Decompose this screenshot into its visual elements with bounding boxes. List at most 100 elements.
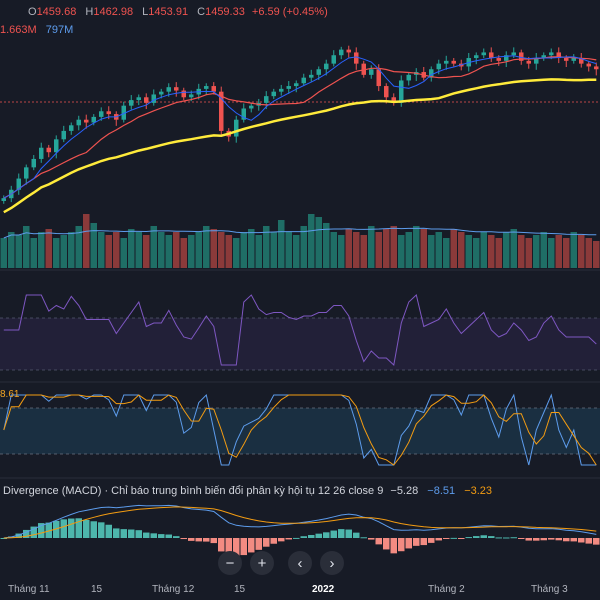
candle-body — [46, 147, 51, 153]
volume-bar — [113, 232, 120, 268]
candle-body — [579, 58, 584, 64]
volume-bar — [23, 226, 30, 268]
candle-body — [294, 83, 299, 87]
histogram-bar — [473, 536, 480, 538]
volume-bar — [323, 223, 330, 268]
signal-line — [3, 506, 597, 539]
histogram-bar — [285, 538, 292, 540]
volume-bar — [563, 238, 570, 268]
histogram-bar — [15, 533, 22, 538]
tick-label: 2022 — [312, 584, 335, 595]
histogram-bar — [555, 538, 562, 541]
volume-bar — [308, 214, 315, 268]
histogram-bar — [360, 537, 367, 539]
histogram-bar — [368, 538, 375, 540]
candle-body — [451, 60, 456, 64]
volume-bar — [210, 229, 217, 268]
histogram-bar — [405, 538, 412, 549]
volume-bar — [188, 235, 195, 268]
histogram-bar — [83, 519, 90, 538]
candle-body — [166, 87, 171, 92]
candle-body — [91, 116, 96, 123]
histogram-bar — [188, 538, 195, 541]
volume-bar — [158, 232, 165, 268]
open-label: O — [28, 6, 37, 18]
volume-bar — [83, 214, 90, 268]
candle-body — [339, 49, 344, 56]
candle-body — [219, 91, 224, 131]
histogram-bar — [210, 538, 217, 544]
volume-bar — [450, 229, 457, 268]
candle-body — [384, 86, 389, 98]
histogram-bar — [510, 537, 517, 539]
volume-bar — [203, 226, 210, 268]
volume-bar — [180, 238, 187, 268]
volume-bar — [570, 232, 577, 268]
volume-bar — [360, 235, 367, 268]
histogram-bar — [390, 538, 397, 554]
histogram-bar — [578, 538, 585, 543]
volume-bar — [353, 232, 360, 268]
candle-body — [39, 147, 44, 159]
histogram-bar — [443, 538, 450, 539]
histogram-bar — [180, 538, 187, 540]
histogram-bar — [23, 529, 30, 538]
volume-bar — [413, 226, 420, 268]
volume-bar — [458, 232, 465, 268]
volume-bar — [465, 235, 472, 268]
candle-body — [1, 198, 6, 201]
volume-bar — [225, 235, 232, 268]
candle-body — [481, 52, 486, 56]
macd-value: −5.28 — [390, 485, 419, 497]
volume-bar — [390, 226, 397, 268]
histogram-bar — [225, 538, 232, 558]
scroll-left-button[interactable]: ‹ — [288, 551, 312, 575]
time-axis[interactable]: Tháng 11 15 Tháng 12 15 2022 Tháng 2 Thá… — [0, 584, 600, 600]
low-label: L — [142, 6, 149, 18]
candle-body — [346, 49, 351, 53]
volume-bar — [368, 226, 375, 268]
tick-label: Tháng 2 — [428, 584, 465, 595]
histogram-bar — [98, 522, 105, 538]
histogram-bar — [53, 520, 60, 538]
candle-body — [16, 178, 21, 190]
candle-body — [136, 97, 141, 101]
zoom-out-button[interactable]: − — [218, 551, 242, 575]
candle-body — [301, 77, 306, 84]
volume-bar — [405, 232, 412, 268]
histogram-bar — [120, 529, 127, 538]
histogram-bar — [533, 538, 540, 541]
volume-bar — [578, 235, 585, 268]
volume-bar — [428, 235, 435, 268]
candle-body — [526, 60, 531, 64]
candle-body — [121, 105, 126, 120]
candle-body — [534, 58, 539, 64]
volume-bar — [30, 238, 37, 268]
volume-bar — [255, 235, 262, 268]
volume-bar — [53, 238, 60, 268]
histogram-bar — [113, 528, 120, 538]
histogram-bar — [398, 538, 405, 552]
candle-body — [519, 52, 524, 61]
zoom-in-button[interactable]: + — [250, 551, 274, 575]
volume-bar — [375, 232, 382, 268]
volume-bar — [270, 232, 277, 268]
candle-body — [151, 94, 156, 103]
candle-body — [376, 69, 381, 87]
candle-body — [309, 74, 314, 78]
histogram-bar — [255, 538, 262, 550]
candle-body — [241, 108, 246, 120]
volume-bar — [503, 232, 510, 268]
change-value: +6.59 (+0.45%) — [251, 6, 328, 18]
macd-title: Divergence (MACD) · Chỉ báo trung bình b… — [3, 485, 384, 497]
volume-bar — [345, 229, 352, 268]
scroll-right-button[interactable]: › — [320, 551, 344, 575]
volume-bar — [548, 238, 555, 268]
ma-slow-line — [3, 78, 597, 214]
volume-bar — [60, 235, 67, 268]
candle-body — [504, 55, 509, 61]
histogram-bar — [338, 529, 345, 538]
tick-label: Tháng 12 — [152, 584, 195, 595]
histogram-bar — [585, 538, 592, 544]
